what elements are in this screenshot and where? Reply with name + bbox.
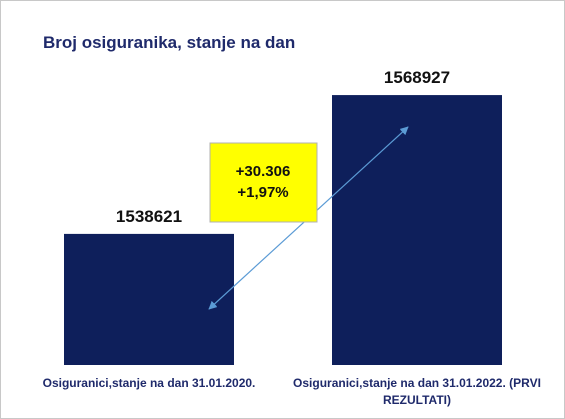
category-label-2-line-2: REZULTATI): [383, 393, 451, 407]
chart-title: Broj osiguranika, stanje na dan: [43, 33, 296, 52]
bar-2: [332, 95, 502, 365]
change-callout-box: [209, 142, 318, 223]
category-label-2-line-1: Osiguranici,stanje na dan 31.01.2022. (P…: [293, 376, 541, 390]
chart-marks: 1538621 Osiguranici,stanje na dan 31.01.2…: [43, 68, 541, 407]
change-callout-line-1: +30.306: [236, 163, 291, 180]
value-label-1: 1538621: [116, 207, 182, 226]
change-callout-line-2: +1,97%: [237, 184, 288, 201]
bar-1: [64, 233, 234, 365]
value-label-2: 1568927: [384, 68, 450, 87]
category-label-1: Osiguranici,stanje na dan 31.01.2020.: [43, 376, 256, 390]
